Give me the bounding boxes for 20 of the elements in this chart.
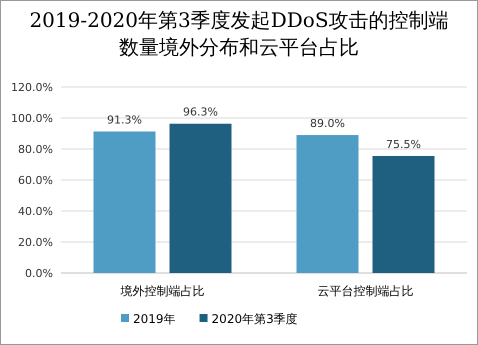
data-label: 96.3%: [183, 106, 218, 119]
data-label: 91.3%: [107, 113, 142, 126]
legend-label: 2019年: [133, 312, 176, 326]
chart-title: 2019-2020年第3季度发起DDoS攻击的控制端数量境外分布和云平台占比: [28, 7, 450, 61]
bar: [372, 156, 434, 273]
data-label: 75.5%: [386, 138, 421, 151]
y-tick-label: 60.0%: [18, 174, 53, 187]
y-tick-label: 80.0%: [18, 143, 53, 156]
bar: [296, 135, 358, 273]
legend-label: 2020年第3季度: [212, 312, 298, 326]
y-tick-label: 0.0%: [25, 267, 53, 280]
y-tick-label: 40.0%: [18, 205, 53, 218]
x-tick-label: 云平台控制端占比: [318, 284, 414, 298]
x-tick-label: 境外控制端占比: [120, 284, 204, 298]
bar: [94, 131, 156, 273]
data-label: 89.0%: [310, 117, 345, 130]
y-tick-label: 20.0%: [18, 236, 53, 249]
y-tick-label: 120.0%: [11, 81, 53, 94]
bar: [170, 124, 232, 273]
y-tick-label: 100.0%: [11, 112, 53, 125]
